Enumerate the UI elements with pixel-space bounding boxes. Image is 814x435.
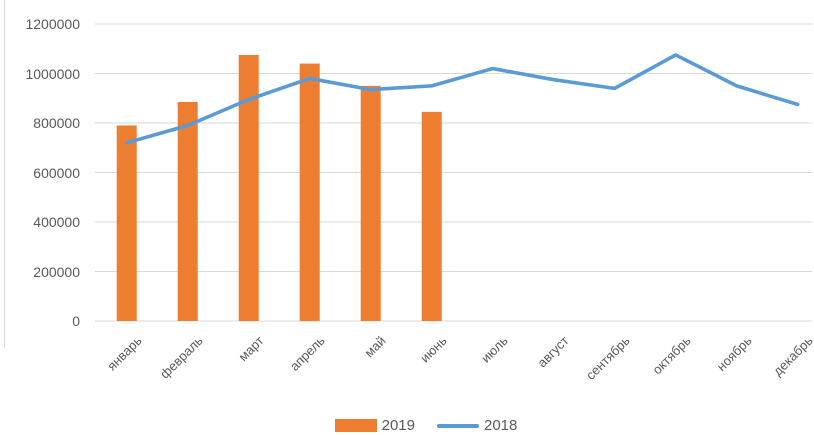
- bar-2019-январь: [116, 125, 137, 321]
- y-axis-tick-label: 800000: [33, 115, 80, 131]
- y-axis-tick-label: 200000: [33, 263, 80, 280]
- legend: 2019 2018: [0, 417, 814, 434]
- chart-area-left-border: [4, 0, 5, 348]
- bar-2019-май: [360, 85, 381, 321]
- bar-2019-февраль: [177, 101, 198, 322]
- y-axis-tick-label: 1000000: [25, 65, 80, 82]
- y-axis-tick-label: 600000: [33, 164, 80, 181]
- y-axis-tick-label: 400000: [33, 214, 80, 230]
- legend-label-2019: 2019: [381, 417, 415, 434]
- bar-2019-июнь: [421, 111, 442, 321]
- legend-item-2019: 2019: [334, 417, 415, 434]
- bar-2019-март: [238, 54, 259, 321]
- y-axis-tick-label: 0: [72, 313, 80, 329]
- legend-line-swatch-icon: [437, 423, 479, 428]
- legend-label-2018: 2018: [484, 417, 518, 434]
- bar-2019-апрель: [299, 63, 320, 321]
- legend-item-2018: 2018: [437, 417, 517, 434]
- line-2018: [124, 53, 800, 145]
- y-axis-tick-label: 1200000: [25, 16, 80, 32]
- legend-bar-swatch-icon: [334, 419, 377, 432]
